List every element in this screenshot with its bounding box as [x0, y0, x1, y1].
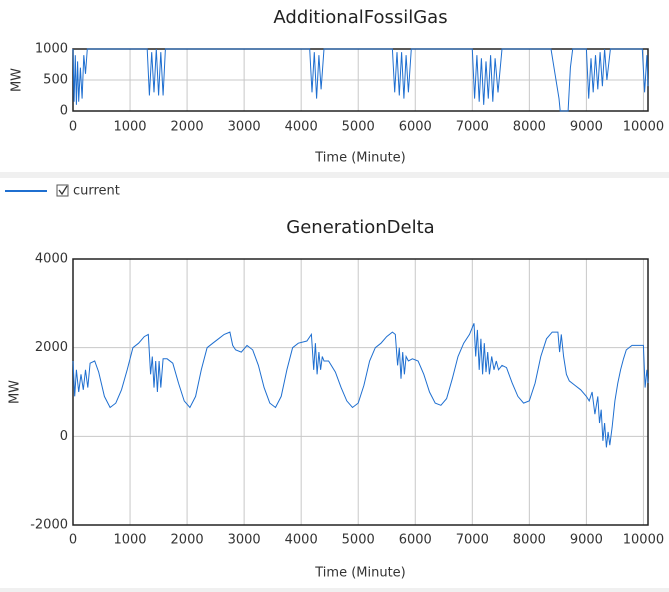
x-tick-label: 2000: [171, 533, 204, 548]
plot-frame: [72, 258, 649, 526]
x-tick-label: 1000: [113, 533, 146, 548]
y-axis-title: MW: [10, 68, 25, 92]
x-tick-label: 2000: [171, 120, 204, 135]
y-tick-label: -2000: [30, 518, 68, 533]
x-tick-label: 10000: [623, 120, 664, 135]
y-axis-title: MW: [8, 380, 23, 404]
x-tick-label: 7000: [456, 120, 489, 135]
y-tick-label: 1000: [35, 42, 68, 57]
x-tick-label: 6000: [399, 533, 432, 548]
chart-title: AdditionalFossilGas: [273, 7, 447, 28]
x-axis-title: Time (Minute): [314, 566, 406, 581]
x-tick-label: 5000: [342, 533, 375, 548]
x-tick-label: 1000: [113, 120, 146, 135]
legend[interactable]: current: [5, 184, 120, 199]
check-mark: [58, 185, 68, 196]
separator: [0, 172, 669, 178]
x-tick-label: 6000: [399, 120, 432, 135]
x-tick-label: 8000: [513, 120, 546, 135]
checkbox[interactable]: [56, 184, 69, 197]
y-tick-label: 0: [60, 104, 68, 119]
separator: [0, 588, 669, 592]
x-tick-label: 7000: [456, 533, 489, 548]
x-tick-label: 8000: [513, 533, 546, 548]
y-tick-label: 2000: [35, 340, 68, 355]
data-line: [72, 323, 649, 448]
y-tick-label: 500: [43, 73, 68, 88]
x-tick-label: 0: [69, 533, 77, 548]
x-tick-label: 9000: [570, 120, 603, 135]
data-line: [72, 48, 649, 112]
x-tick-label: 0: [69, 120, 77, 135]
x-tick-label: 5000: [342, 120, 375, 135]
x-tick-label: 9000: [570, 533, 603, 548]
x-tick-label: 3000: [228, 120, 261, 135]
x-tick-label: 4000: [285, 533, 318, 548]
x-axis-title: Time (Minute): [314, 151, 406, 166]
x-tick-label: 4000: [285, 120, 318, 135]
x-tick-label: 3000: [228, 533, 261, 548]
y-tick-label: 4000: [35, 252, 68, 267]
x-tick-label: 10000: [623, 533, 664, 548]
y-tick-label: 0: [60, 429, 68, 444]
chart-title: GenerationDelta: [286, 217, 434, 238]
legend-label: current: [73, 184, 120, 199]
